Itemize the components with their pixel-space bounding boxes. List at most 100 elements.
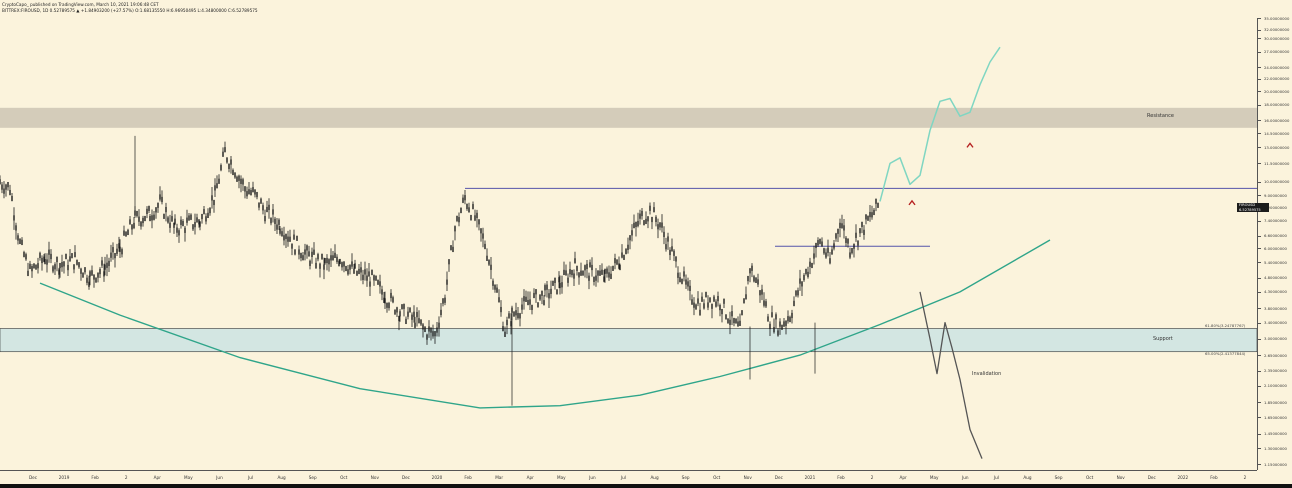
candle-body [262,205,264,211]
y-tick-mark [1258,370,1261,372]
candle-body [582,270,584,276]
x-tick-label: 2020 [431,475,443,480]
x-tick-label: Dec [1147,475,1156,480]
candle-body [260,198,262,204]
candle-body [468,207,470,213]
candle-body [504,331,506,337]
candle-body [313,249,315,255]
candle-body [93,274,95,280]
candle-body [580,270,582,276]
candle-body [773,327,775,333]
candle-body [67,264,69,271]
candle-body [95,277,97,283]
candle-body [569,269,571,275]
candle-body [84,267,86,273]
x-tick-label: 2021 [804,475,816,480]
candle-body [571,269,573,276]
candle-body [775,314,777,320]
candle-body [574,258,576,264]
candle-body [31,266,33,272]
candle-body [319,263,321,269]
time-axis[interactable]: Dec 2019 Feb 2 Apr May Jun Jul Aug Sep Oct Nov Dec 20… [0,470,1257,485]
candle-body [604,268,606,274]
candle-body [379,281,381,287]
candle-body [134,210,136,216]
x-tick-label: Sep [1054,475,1063,480]
candle-body [165,206,167,213]
candle-body [276,224,278,230]
candle-body [813,253,815,259]
candle-body [513,311,515,317]
candle-body [717,295,719,302]
candle-body [266,206,268,213]
candle-body [733,317,735,324]
candle-body [847,238,849,244]
candle-body [44,259,46,265]
candle-body [759,290,761,296]
candle-body [180,219,182,225]
candle-body [80,268,82,274]
candle-body [500,306,502,313]
candle-body [226,157,228,163]
candle-body [264,216,266,222]
candle-body [809,261,811,267]
y-tick-mark [1258,120,1261,122]
price-axis[interactable]: 35.00000000 32.00000000 30.00000000 27.0000… [1257,16,1292,470]
candle-body [236,176,238,182]
badge-symbol: FIROUSD [1239,203,1256,207]
candle-body [368,271,370,277]
bottom-strip [0,484,1292,488]
candle-body [691,299,693,305]
candle-body [76,259,78,265]
candle-body [494,284,496,290]
y-tick-mark [1258,195,1261,197]
candle-body [719,304,721,311]
candle-body [619,264,621,271]
candle-body [103,271,105,277]
candle-body [610,273,612,279]
candle-body [460,207,462,214]
candle-body [841,223,843,229]
candle-body [597,270,599,276]
x-tick-label: Jun [216,475,223,480]
candle-body [281,231,283,237]
candle-body [306,245,308,251]
candle-body [723,298,725,304]
candle-body [747,275,749,282]
candle-body [418,318,420,324]
candle-body [763,300,765,306]
candle-body [118,243,120,249]
candle-body [645,218,647,225]
candle-body [849,252,851,258]
candle-body [442,298,444,304]
candle-body [827,247,829,253]
candle-body [673,250,675,256]
candle-body [161,196,163,203]
candle-body [163,213,165,219]
candle-body [390,292,392,299]
y-tick-label: 9.00000000 [1264,192,1287,198]
plot-area[interactable]: Resistance Support 61.80%(3.24787767) 65… [0,18,1257,470]
y-tick-label: 2.10000000 [1264,383,1287,389]
y-tick-mark [1258,308,1261,310]
candle-body [13,215,15,221]
candle-body [661,222,663,228]
candle-body [399,311,401,317]
x-tick-label: Aug [1023,475,1032,480]
y-tick-mark [1258,385,1261,387]
candle-body [855,232,857,238]
candle-body [675,256,677,262]
candle-body [563,269,565,276]
candle-body [341,262,343,268]
candle-body [659,222,661,228]
resistance-zone [0,107,1257,128]
candle-body [533,292,535,299]
y-tick-mark [1258,147,1261,149]
projection-line [879,46,1001,202]
invalidation-line [919,291,983,459]
candle-body [188,215,190,221]
candle-body [651,216,653,223]
candle-body [787,316,789,322]
candle-body [116,248,118,254]
candle-body [396,307,398,313]
